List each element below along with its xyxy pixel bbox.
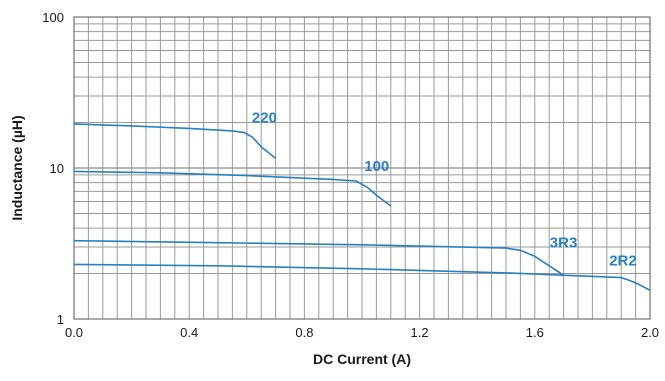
series-lines (73, 123, 651, 292)
x-tick-label: 2.0 (641, 325, 659, 340)
x-tick-label: 1.2 (411, 325, 429, 340)
series-label-3r3: 3R3 (550, 234, 578, 251)
series-label-2r2: 2R2 (609, 253, 637, 270)
series-line-3r3 (73, 239, 565, 276)
plot-frame (73, 16, 651, 320)
series-line-2r2 (73, 263, 651, 292)
x-tick-label: 1.6 (526, 325, 544, 340)
grid (74, 17, 650, 319)
x-tick-label: 0.8 (295, 325, 313, 340)
x-tick-label: 0.4 (180, 325, 198, 340)
x-axis-title: DC Current (A) (313, 351, 411, 367)
x-tick-label: 0.0 (65, 325, 83, 340)
series-label-100: 100 (364, 158, 389, 175)
y-tick-label: 1 (57, 312, 64, 327)
y-tick-label: 100 (42, 10, 64, 25)
series-label-220: 220 (252, 109, 277, 126)
x-tick-labels: 0.0 0.4 0.8 1.2 1.6 2.0 (65, 325, 659, 340)
series-labels: 220 100 3R3 2R2 (252, 109, 637, 269)
series-line-100 (73, 170, 392, 207)
series-line-220 (73, 123, 277, 159)
y-axis-title: Inductance (µH) (9, 115, 25, 220)
y-tick-labels: 1 10 100 (42, 10, 64, 327)
y-tick-label: 10 (50, 161, 64, 176)
